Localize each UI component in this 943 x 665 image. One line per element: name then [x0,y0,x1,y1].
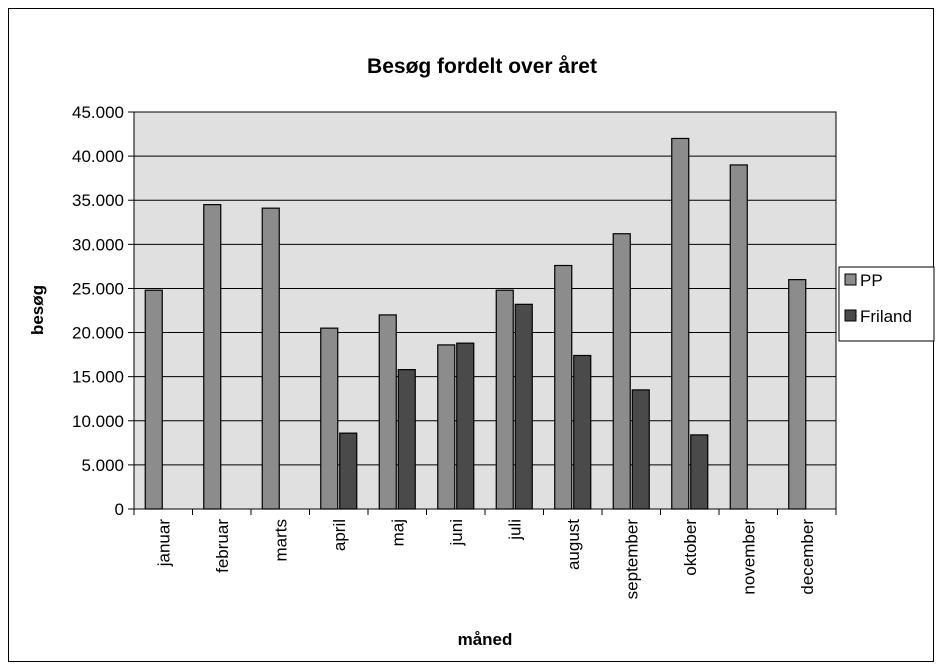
x-tick-label: august [564,519,583,570]
x-tick-label: juni [447,519,466,546]
bar-pp-august [554,264,573,510]
bar-pp-oktober [671,137,690,510]
x-tick-label: september [622,519,641,600]
bar-pp-september [612,233,631,510]
bars [144,137,807,510]
y-tick-label: 25.000 [72,279,124,298]
bar-friland-september [631,389,650,510]
x-tick-label: marts [271,519,290,562]
x-tick-label: oktober [681,519,700,576]
y-tick-label: 20.000 [72,324,124,343]
bar-pp-juni [437,344,456,510]
legend-swatch-pp [844,273,857,286]
y-tick-label: 45.000 [72,103,124,122]
y-tick-label: 40.000 [72,147,124,166]
chart-title: Besøg fordelt over året [367,55,597,78]
x-tick-label: juli [505,519,524,541]
x-tick-label: april [330,519,349,551]
legend-label-friland: Friland [860,307,912,326]
x-tick-label: januar [154,519,173,568]
grid-lines [134,155,836,466]
bar-pp-januar [144,289,163,510]
bar-friland-august [573,354,592,510]
x-axis-ticks: januar februar marts april maj juni juli august… [133,509,837,600]
y-axis-ticks: 0 5.000 10.000 15.000 20.000 25.000 30.000 35.0… [72,103,134,519]
y-tick-label: 15.000 [72,368,124,387]
x-tick-label: maj [388,519,407,546]
y-tick-label: 5.000 [81,456,124,475]
bar-pp-december [788,279,807,510]
bar-pp-april [320,327,339,510]
legend-label-pp: PP [860,271,883,290]
legend-swatch-friland [844,309,857,322]
y-tick-label: 30.000 [72,235,124,254]
y-tick-label: 0 [115,500,124,519]
bar-friland-juni [456,342,475,510]
bar-pp-februar [203,204,222,510]
y-axis-title: besøg [28,285,47,335]
bar-pp-juli [495,289,514,510]
x-tick-label: februar [213,519,232,573]
bar-friland-oktober [690,434,709,510]
bar-pp-maj [378,314,397,510]
bar-friland-maj [397,369,416,510]
y-tick-label: 35.000 [72,191,124,210]
bar-friland-april [339,432,358,510]
x-axis-title: måned [458,630,513,649]
bar-friland-juli [514,303,533,510]
x-tick-label: november [739,519,758,595]
legend: PP Friland [838,266,935,342]
bar-pp-marts [261,207,280,510]
bar-pp-november [729,164,748,510]
x-tick-label: december [798,519,817,595]
y-tick-label: 10.000 [72,412,124,431]
plot-area [133,111,837,510]
